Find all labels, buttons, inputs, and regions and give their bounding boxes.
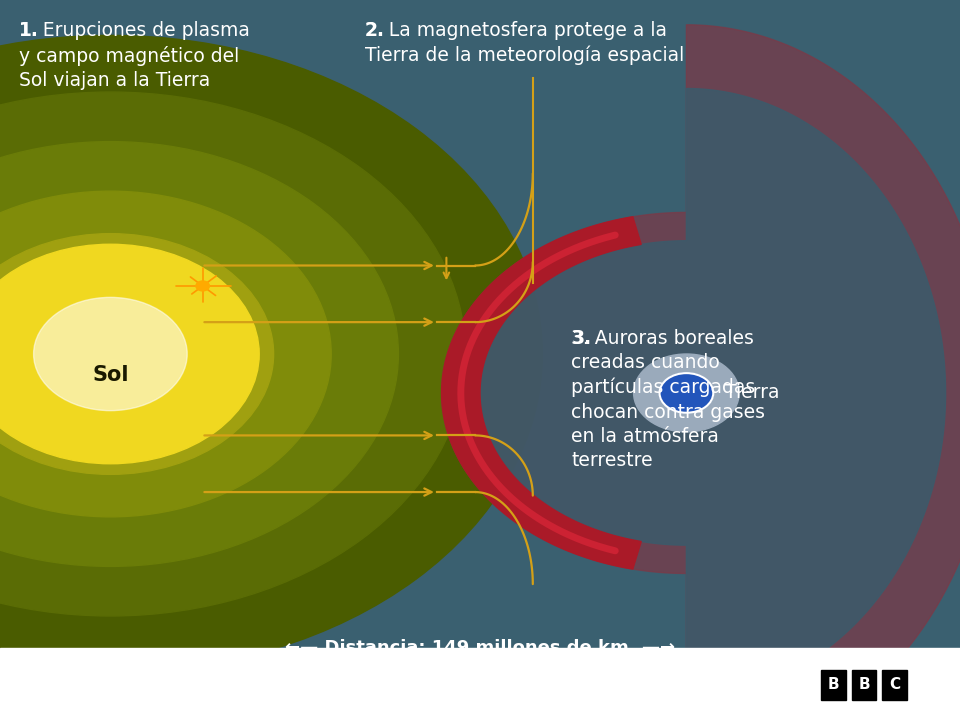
Bar: [821, 670, 846, 700]
Circle shape: [0, 234, 274, 474]
Polygon shape: [442, 217, 641, 569]
Text: 3.: 3.: [571, 329, 591, 348]
Text: 3. Auroras boreales
creadas cuando
partículas cargadas
chocan contra gases
en la: 3. Auroras boreales creadas cuando partí…: [571, 329, 765, 470]
Polygon shape: [442, 25, 960, 708]
Bar: [0, 648, 960, 708]
Circle shape: [34, 297, 187, 411]
Text: B: B: [828, 677, 839, 692]
Bar: [852, 670, 876, 700]
Text: 1.: 1.: [19, 21, 39, 40]
Circle shape: [0, 92, 466, 616]
Polygon shape: [480, 88, 946, 697]
Text: B: B: [858, 677, 870, 692]
Text: C: C: [889, 677, 900, 692]
Text: 1. Erupciones de plasma
y campo magnético del
Sol viajan a la Tierra: 1. Erupciones de plasma y campo magnétic…: [19, 21, 250, 90]
Circle shape: [0, 142, 398, 566]
Circle shape: [0, 191, 331, 517]
Bar: [882, 670, 907, 700]
Text: Tierra: Tierra: [725, 384, 780, 402]
Circle shape: [0, 35, 542, 673]
Text: 2. La magnetosfera protege a la
Tierra de la meteorología espacial: 2. La magnetosfera protege a la Tierra d…: [365, 21, 684, 65]
Text: Sol: Sol: [92, 365, 129, 385]
Text: 2.: 2.: [365, 21, 385, 40]
Circle shape: [0, 244, 259, 464]
Circle shape: [634, 354, 739, 432]
Text: ←— Distancia: 149 millones de km. —→: ←— Distancia: 149 millones de km. —→: [285, 639, 675, 657]
Circle shape: [196, 281, 209, 291]
Circle shape: [660, 373, 713, 413]
